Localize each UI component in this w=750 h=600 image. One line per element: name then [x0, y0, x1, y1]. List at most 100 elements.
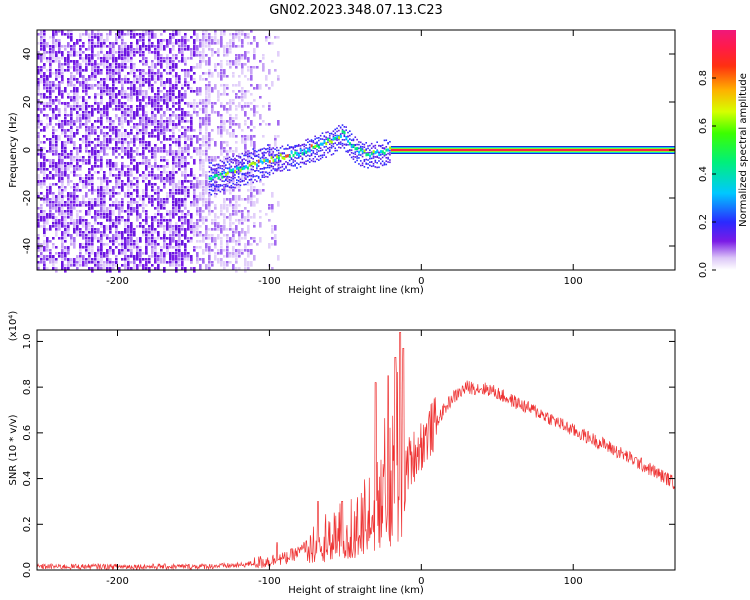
- spectrogram-cell: [160, 96, 163, 99]
- spectrogram-cell: [112, 147, 115, 153]
- spectrogram-cell: [37, 93, 40, 96]
- spectrogram-cell: [103, 111, 106, 117]
- spectrogram-cell: [217, 228, 220, 231]
- spectrogram-cell: [175, 246, 178, 249]
- spectrogram-cell: [49, 258, 52, 264]
- spectrogram-cell: [130, 147, 133, 153]
- spectrogram-cell: [109, 123, 112, 126]
- spectrogram-cell: [307, 138, 309, 141]
- spectrogram-cell: [109, 168, 112, 171]
- spectrogram-cell: [82, 135, 85, 138]
- spectrogram-cell: [247, 252, 250, 258]
- spectrogram-cell: [88, 141, 91, 144]
- spectrogram-cell: [103, 198, 106, 204]
- spectrogram-cell: [361, 162, 364, 164]
- spectrogram-cell: [136, 147, 139, 150]
- spectrogram-cell: [55, 246, 58, 249]
- spectrogram-cell: [151, 72, 154, 75]
- spectrogram-cell: [319, 147, 322, 150]
- spectrogram-cell: [76, 105, 79, 108]
- spectrogram-cell: [136, 99, 139, 102]
- spectrogram-cell: [383, 154, 386, 157]
- spectrogram-cell: [321, 156, 324, 159]
- spectrogram-cell: [359, 147, 362, 149]
- spectrogram-cell: [226, 75, 229, 78]
- spectrogram-cell: [248, 152, 251, 155]
- spectrogram-cell: [193, 249, 196, 252]
- spectrogram-cell: [166, 165, 169, 168]
- spectrogram-cell: [151, 90, 154, 93]
- spectrogram-cell: [145, 246, 148, 252]
- spectrogram-cell: [100, 51, 103, 54]
- spectrogram-cell: [67, 129, 70, 132]
- spectrogram-cell: [154, 216, 157, 219]
- spectrogram-cell: [172, 99, 175, 102]
- spectrogram-cell: [226, 120, 229, 123]
- spectrogram-cell: [334, 128, 337, 131]
- spectrogram-cell: [205, 231, 208, 237]
- spectrogram-cell: [121, 48, 124, 54]
- spectrogram-cell: [243, 165, 245, 168]
- spectrogram-cell: [142, 72, 145, 75]
- colorbar-gradient: [712, 30, 736, 270]
- snr-x-label: Height of straight line (km): [288, 585, 424, 596]
- spectrogram-cell: [226, 237, 229, 240]
- spectrogram-cell: [52, 183, 55, 186]
- spectrogram-cell: [151, 114, 154, 120]
- spectrogram-cell: [154, 198, 157, 201]
- spectrogram-cell: [229, 66, 232, 69]
- spectrogram-cell: [257, 177, 260, 179]
- spectrogram-cell: [136, 51, 139, 54]
- spectrogram-cell: [208, 99, 211, 105]
- spectrogram-cell: [169, 123, 172, 126]
- spectrogram-cell: [91, 258, 94, 261]
- spectrogram-cell: [387, 142, 389, 144]
- spectrogram-cell: [67, 249, 70, 252]
- spectrogram-cell: [208, 117, 211, 123]
- spectrogram-cell: [347, 151, 349, 153]
- spectrogram-cell: [130, 192, 133, 198]
- spectrogram-cell: [58, 219, 61, 225]
- spectrogram-cell: [263, 166, 265, 169]
- spectrogram-cell: [214, 111, 217, 114]
- spectrogram-cell: [262, 105, 265, 108]
- spectrogram-cell: [55, 114, 58, 120]
- spectrogram-cell: [46, 51, 49, 54]
- spectrogram-cell: [115, 66, 118, 69]
- spectrogram-cell: [148, 237, 151, 240]
- spectrogram-cell: [205, 153, 208, 156]
- spectrogram-cell: [43, 78, 46, 84]
- spectrogram-cell: [211, 228, 214, 231]
- spectrogram-cell: [235, 117, 238, 120]
- spectrogram-cell: [70, 66, 73, 69]
- spectrogram-cell: [70, 192, 73, 198]
- spectrogram-cell: [40, 57, 43, 63]
- spectrogram-cell: [46, 192, 49, 198]
- spectrogram-cell: [223, 141, 226, 144]
- spectrogram-cell: [154, 99, 157, 105]
- spectrogram-cell: [252, 175, 255, 178]
- spectrogram-cell: [58, 156, 61, 162]
- spectrogram-cell: [263, 176, 265, 178]
- spectrogram-cell: [202, 210, 205, 213]
- spectrogram-cell: [235, 181, 238, 184]
- spectrogram-cell: [217, 166, 220, 169]
- spectrogram-cell: [145, 147, 148, 150]
- spectrogram-cell: [43, 54, 46, 60]
- spectrogram-cell: [94, 108, 97, 111]
- spectrogram-cell: [268, 219, 271, 222]
- spectrogram-cell: [187, 72, 190, 78]
- spectrogram-cell: [253, 141, 256, 147]
- spectrogram-cell: [37, 153, 40, 156]
- spectrogram-cell: [160, 213, 163, 219]
- spectrogram-cell: [136, 132, 139, 135]
- spectrogram-cell: [91, 126, 94, 129]
- spectrogram-cell: [223, 213, 226, 219]
- spectrogram-cell: [70, 141, 73, 144]
- spectrogram-cell: [58, 192, 61, 198]
- spectrogram-cell: [205, 84, 208, 87]
- spectrogram-cell: [139, 60, 142, 63]
- spectrogram-cell: [121, 264, 124, 267]
- spectrogram-cell: [166, 162, 169, 168]
- spectrogram-cell: [139, 33, 142, 36]
